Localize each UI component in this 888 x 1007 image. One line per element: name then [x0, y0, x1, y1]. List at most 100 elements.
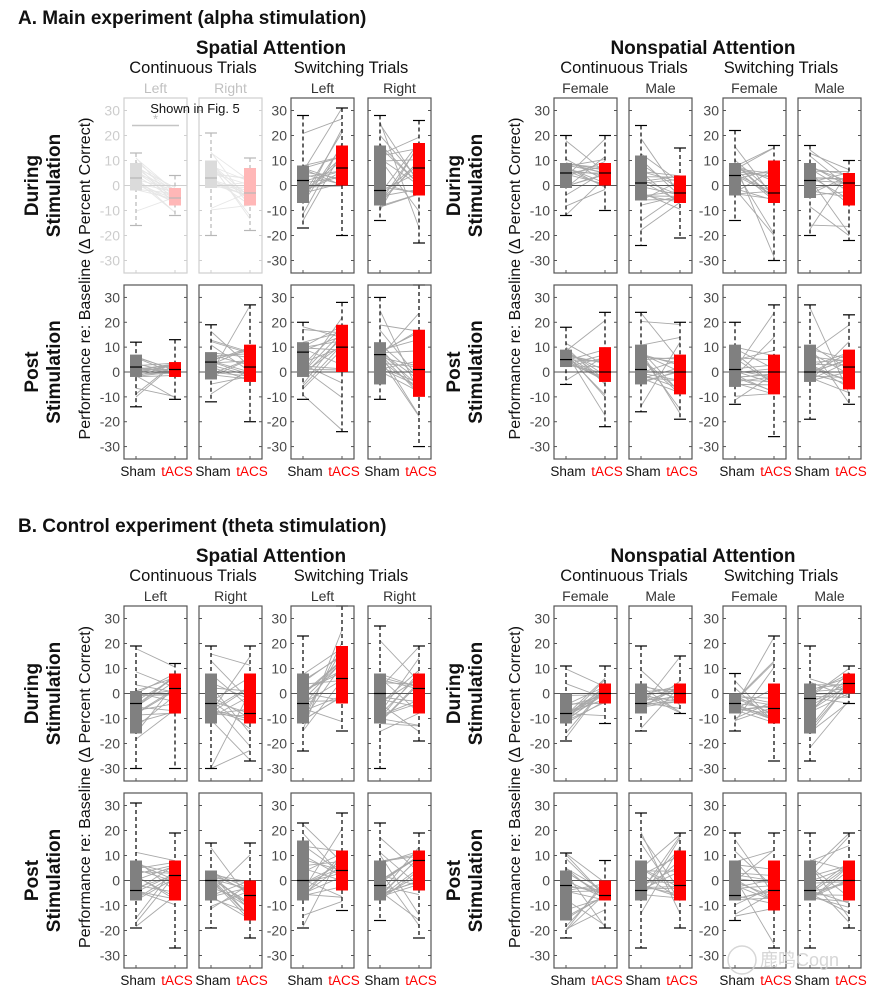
subject-line [302, 900, 343, 916]
subject-line [135, 874, 176, 900]
ytick-label: 10 [104, 339, 120, 355]
subject-line [302, 629, 343, 730]
subject-line [809, 859, 850, 871]
panel-a-during-4: -30 -20 -10 0 10 20 30 [530, 97, 618, 274]
subject-line [809, 348, 850, 360]
subject-line [640, 873, 681, 900]
ytick-label: 30 [703, 103, 719, 119]
tacs-box [599, 163, 611, 186]
xtick-label-tacs: tACS [236, 464, 268, 479]
subject-line [565, 158, 606, 181]
subject-line [379, 329, 420, 379]
subject-line [809, 683, 850, 690]
subject-line [379, 883, 420, 898]
subject-line [809, 696, 850, 704]
panel-b-post-7 [797, 792, 862, 969]
ytick-label: -20 [530, 414, 550, 430]
subject-line [379, 837, 420, 873]
subject-line [210, 181, 251, 197]
panel-label: Left [311, 80, 334, 96]
subject-line [565, 867, 606, 892]
xtick-label-sham: Sham [287, 973, 322, 988]
sham-box [205, 673, 217, 724]
row-label: During [22, 155, 43, 216]
wechat-icon [727, 945, 757, 975]
ytick-label: 10 [104, 661, 120, 677]
subject-line [379, 679, 420, 690]
subject-line [379, 324, 420, 332]
panel-a-during-6: -30 -20 -10 0 10 20 30 [699, 97, 787, 274]
ytick-label: -10 [699, 203, 719, 219]
subject-line [565, 702, 606, 705]
subject-line [379, 855, 420, 884]
panel-label: Left [144, 80, 167, 96]
subject-line [210, 352, 251, 358]
ytick-label: 30 [534, 798, 550, 814]
panel-b-post-6: -30 -20 -10 0 10 20 30 [699, 792, 787, 969]
subject-line [734, 895, 775, 905]
ytick-label: 20 [104, 636, 120, 652]
panel-a-post-2: -30 -20 -10 0 10 20 30 [267, 284, 355, 460]
subject-line [565, 346, 606, 385]
subject-line [640, 202, 681, 231]
subject-line [210, 179, 251, 199]
subject-line [734, 168, 775, 201]
subject-line [640, 367, 681, 380]
subject-line [210, 685, 251, 734]
subject-line [379, 640, 420, 683]
subject-line [135, 165, 176, 192]
subject-line [734, 872, 775, 877]
subject-line [210, 368, 251, 395]
subject-line [809, 836, 850, 879]
axes-frame [198, 97, 263, 274]
subject-line [565, 893, 606, 931]
subject-line [302, 368, 343, 398]
xtick-label-tacs: tACS [760, 973, 792, 988]
subject-line [734, 170, 775, 235]
subject-line [379, 698, 420, 708]
subject-line [640, 867, 681, 889]
subject-line [734, 695, 775, 704]
subject-line [135, 183, 176, 192]
subject-line [135, 161, 176, 191]
xtick-label-tacs: tACS [161, 973, 193, 988]
panel-b-during-2: -30 -20 -10 0 10 20 30 [267, 605, 355, 782]
subject-line [734, 312, 775, 370]
subject-line [809, 696, 850, 698]
ytick-label: 30 [534, 103, 550, 119]
subject-line [135, 183, 176, 204]
subject-line [809, 865, 850, 901]
subject-line [302, 107, 343, 172]
y-axis-label: Performance re: Baseline (Δ Percent Corr… [507, 626, 524, 948]
subject-line [302, 824, 343, 863]
xtick-label-sham: Sham [364, 464, 399, 479]
subject-line [302, 349, 343, 390]
tacs-box [336, 646, 348, 704]
xtick-label-tacs: tACS [591, 973, 623, 988]
row-label: Stimulation [466, 134, 487, 237]
subject-line [734, 168, 775, 179]
subject-line [135, 695, 176, 728]
subject-line [302, 832, 343, 877]
subject-line [135, 890, 176, 906]
subject-line [379, 370, 420, 393]
ytick-label: 20 [104, 314, 120, 330]
subject-line [640, 336, 681, 346]
subject-line [135, 157, 176, 192]
subject-line [210, 152, 251, 182]
subject-line [565, 668, 606, 688]
subject-line [565, 162, 606, 175]
group-title-nonspatial-a: Nonspatial Attention [610, 38, 795, 59]
xtick-label-tacs: tACS [405, 464, 437, 479]
subject-line [640, 700, 681, 708]
subject-line [640, 186, 681, 196]
subject-line [809, 351, 850, 367]
subject-line [135, 157, 176, 203]
subject-line [640, 159, 681, 197]
ytick-label: -20 [699, 228, 719, 244]
subject-line [135, 694, 176, 697]
xtick-label-sham: Sham [287, 464, 322, 479]
ytick-label: 10 [703, 153, 719, 169]
subject-line [734, 147, 775, 167]
subject-line [210, 191, 251, 209]
